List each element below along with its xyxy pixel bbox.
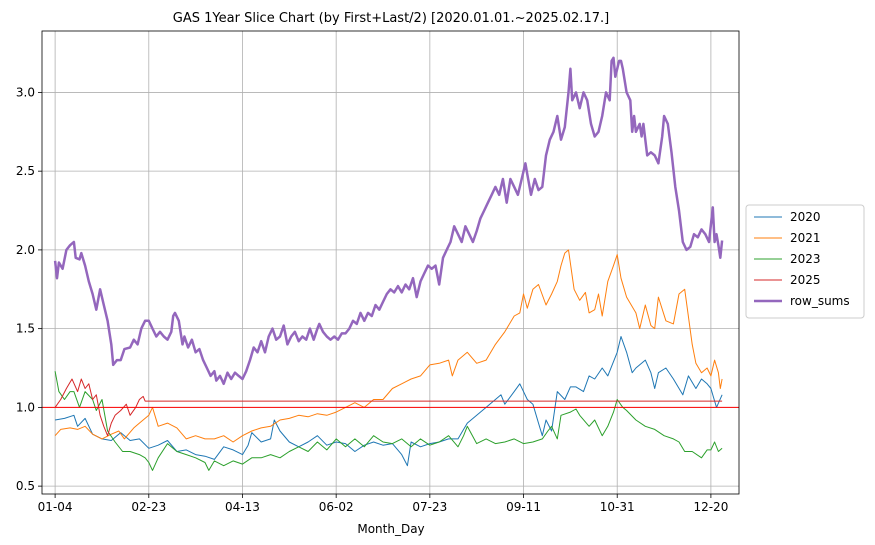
x-tick-label: 04-13 xyxy=(225,500,260,514)
y-tick-label: 0.5 xyxy=(16,479,35,493)
x-axis: 01-04 02-23 04-13 06-02 07-23 09-11 10-31 12-20 xyxy=(38,494,728,514)
y-tick-label: 1.0 xyxy=(16,400,35,414)
y-axis: 0.5 1.0 1.5 2.0 2.5 3.0 xyxy=(16,85,42,493)
x-tick-label: 01-04 xyxy=(38,500,73,514)
chart-title: GAS 1Year Slice Chart (by First+Last/2) … xyxy=(173,11,609,26)
x-tick-label: 12-20 xyxy=(693,500,728,514)
y-tick-label: 2.5 xyxy=(16,164,35,178)
legend-box xyxy=(745,204,865,319)
x-tick-label: 10-31 xyxy=(600,500,635,514)
x-tick-label: 06-02 xyxy=(319,500,354,514)
legend-label-2021: 2021 xyxy=(790,231,821,245)
grid xyxy=(42,31,739,494)
legend-label-2023: 2023 xyxy=(790,252,821,266)
x-axis-label: Month_Day xyxy=(357,522,424,536)
x-tick-label: 02-23 xyxy=(131,500,166,514)
legend-label-2025: 2025 xyxy=(790,273,821,287)
y-tick-label: 1.5 xyxy=(16,322,35,336)
y-tick-label: 3.0 xyxy=(16,85,35,99)
series-line-row_sums xyxy=(53,56,724,386)
y-tick-label: 2.0 xyxy=(16,243,35,257)
series-line-2020 xyxy=(55,336,723,467)
x-tick-label: 07-23 xyxy=(412,500,447,514)
legend: 2020 2021 2023 2025 row_sums xyxy=(745,204,865,319)
x-tick-label: 09-11 xyxy=(506,500,541,514)
series-lines xyxy=(42,56,739,471)
series-line-2021 xyxy=(54,249,723,443)
legend-label-2020: 2020 xyxy=(790,210,821,224)
series-line-2023 xyxy=(54,371,723,471)
plot-frame xyxy=(41,30,740,495)
legend-label-row_sums: row_sums xyxy=(790,294,850,308)
series-line-2025 xyxy=(54,378,723,437)
